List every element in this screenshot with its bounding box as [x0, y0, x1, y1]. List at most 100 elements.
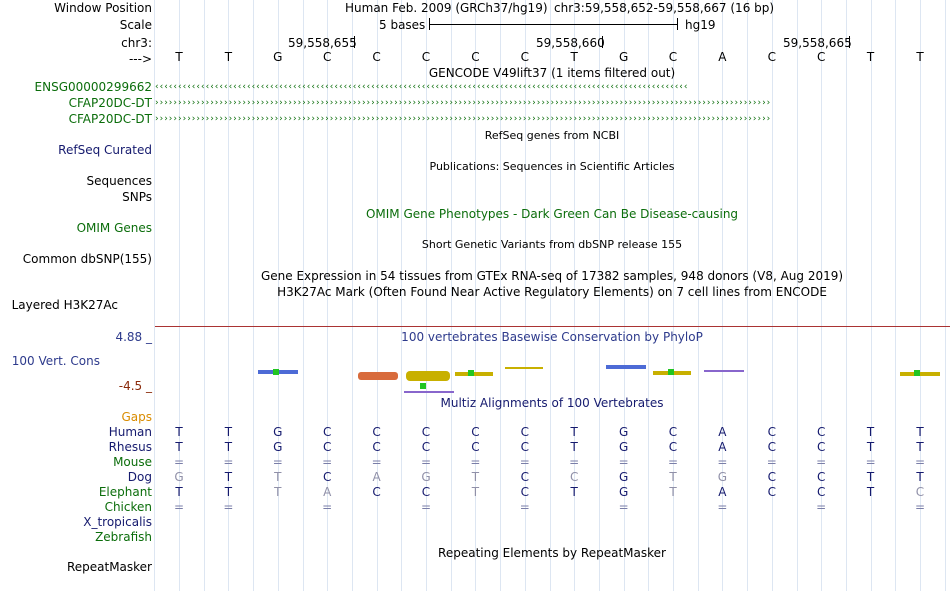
reference-base: C: [520, 50, 529, 64]
alignment-base-mouse: =: [420, 455, 432, 469]
species-label-zebrafish[interactable]: Zebrafish: [95, 530, 152, 544]
alignment-base-elephant: T: [175, 485, 183, 499]
alignment-base-dog: C: [322, 470, 332, 484]
alignment-base-chicken: =: [223, 500, 234, 514]
species-label-x-tropicalis[interactable]: X_tropicalis: [83, 515, 152, 529]
alignment-base-rhesus: T: [866, 440, 875, 454]
alignment-base-human: T: [866, 425, 875, 439]
guide-line: [944, 0, 946, 591]
publications-track-title: Publications: Sequences in Scientific Ar…: [429, 160, 675, 173]
reference-base: G: [273, 50, 283, 64]
common-dbsnp-label[interactable]: Common dbSNP(155): [22, 252, 152, 266]
alignment-base-human: C: [322, 425, 332, 439]
gene-label-ensg[interactable]: ENSG00000299662: [34, 80, 152, 94]
reference-base: G: [618, 50, 629, 64]
reference-base: T: [916, 50, 924, 64]
alignment-base-rhesus: C: [767, 440, 776, 454]
gencode-track-title: GENCODE V49lift37 (1 items filtered out): [428, 66, 676, 80]
chrom-label: chr3:: [121, 36, 152, 50]
guide-line: [302, 0, 304, 591]
alignment-base-chicken: =: [322, 500, 333, 514]
cons-mark-9b: [914, 370, 920, 376]
alignment-base-human: C: [816, 425, 826, 439]
species-label-dog[interactable]: Dog: [127, 470, 152, 484]
refseq-curated-label[interactable]: RefSeq Curated: [58, 143, 152, 157]
reference-base: C: [668, 50, 678, 64]
species-label-rhesus[interactable]: Rhesus: [108, 440, 152, 454]
guide-line: [549, 0, 551, 591]
snps-label[interactable]: SNPs: [122, 190, 152, 204]
alignment-base-dog: G: [618, 470, 629, 484]
gaps-label[interactable]: Gaps: [121, 410, 152, 424]
species-label-human[interactable]: Human: [108, 425, 152, 439]
gene-strand-cfap20dc-dt-2[interactable]: ››››››››››››››››››››››››››››››››››››››››…: [155, 115, 772, 124]
alignment-base-mouse: =: [618, 455, 629, 469]
guide-line: [845, 0, 847, 591]
alignment-base-rhesus: C: [520, 440, 529, 454]
alignment-base-human: G: [618, 425, 629, 439]
alignment-base-human: T: [916, 425, 924, 439]
omim-genes-label[interactable]: OMIM Genes: [76, 221, 152, 235]
alignment-base-elephant: A: [718, 485, 727, 499]
alignment-base-rhesus: T: [224, 440, 233, 454]
guide-line: [426, 0, 427, 591]
alignment-base-rhesus: T: [916, 440, 924, 454]
coord-label-3: 59,558,665: [783, 36, 852, 50]
species-label-mouse[interactable]: Mouse: [113, 455, 152, 469]
guide-line: [673, 0, 674, 591]
alignment-base-dog: A: [372, 470, 381, 484]
gene-label-cfap20dc-dt-1[interactable]: CFAP20DC-DT: [68, 96, 152, 110]
alignment-base-elephant: C: [520, 485, 529, 499]
dbsnp-track-title: Short Genetic Variants from dbSNP releas…: [421, 238, 683, 251]
alignment-base-human: T: [224, 425, 233, 439]
alignment-base-mouse: =: [865, 455, 876, 469]
alignment-base-elephant: C: [915, 485, 925, 499]
coord-label-1: 59,558,655: [288, 36, 357, 50]
alignment-base-chicken: =: [816, 500, 827, 514]
alignment-base-human: C: [421, 425, 431, 439]
alignment-base-rhesus: C: [816, 440, 826, 454]
alignment-base-elephant: T: [274, 485, 282, 499]
guide-line: [697, 0, 699, 591]
alignment-base-elephant: C: [816, 485, 826, 499]
sequences-label[interactable]: Sequences: [86, 174, 152, 188]
guide-line: [154, 0, 156, 591]
alignment-base-rhesus: C: [668, 440, 678, 454]
alignment-base-elephant: C: [372, 485, 381, 499]
gene-label-cfap20dc-dt-2[interactable]: CFAP20DC-DT: [68, 112, 152, 126]
alignment-base-mouse: =: [914, 455, 926, 469]
reference-base: C: [471, 50, 480, 64]
track-area[interactable]: Human Feb. 2009 (GRCh37/hg19) chr3:59,55…: [154, 0, 950, 591]
alignment-base-elephant: A: [323, 485, 332, 499]
gene-strand-ensg[interactable]: ‹‹‹‹‹‹‹‹‹‹‹‹‹‹‹‹‹‹‹‹‹‹‹‹‹‹‹‹‹‹‹‹‹‹‹‹‹‹‹‹…: [155, 83, 689, 92]
cons-mark-3: [406, 371, 450, 381]
alignment-base-dog: C: [816, 470, 826, 484]
guide-line: [648, 0, 650, 591]
alignment-base-elephant: T: [224, 485, 233, 499]
alignment-base-elephant: C: [767, 485, 776, 499]
guide-line: [821, 0, 823, 591]
scale-label: Scale: [119, 18, 152, 32]
alignment-base-human: C: [668, 425, 678, 439]
guide-line: [253, 0, 255, 591]
repeatmasker-label[interactable]: RepeatMasker: [66, 560, 152, 574]
guide-line: [598, 0, 600, 591]
guide-line: [796, 0, 798, 591]
alignment-base-human: T: [175, 425, 183, 439]
cons-mark-4: [455, 372, 493, 376]
layered-h3k27ac-label[interactable]: Layered H3K27Ac: [11, 298, 118, 312]
species-label-chicken[interactable]: Chicken: [104, 500, 152, 514]
cons-mark-7b: [668, 369, 674, 375]
vert-cons-label[interactable]: 100 Vert. Cons: [11, 354, 100, 368]
alignment-base-elephant: T: [866, 485, 875, 499]
alignment-base-human: C: [767, 425, 776, 439]
gene-strand-cfap20dc-dt-1[interactable]: ››››››››››››››››››››››››››››››››››››››››…: [155, 99, 772, 108]
alignment-base-mouse: =: [816, 455, 827, 469]
alignment-base-chicken: =: [914, 500, 926, 514]
scale-bar-right-tick: [677, 18, 678, 30]
alignment-base-dog: T: [866, 470, 875, 484]
alignment-base-dog: G: [421, 470, 431, 484]
species-label-elephant[interactable]: Elephant: [98, 485, 152, 499]
phylop-max-label: 4.88 _: [115, 330, 152, 344]
